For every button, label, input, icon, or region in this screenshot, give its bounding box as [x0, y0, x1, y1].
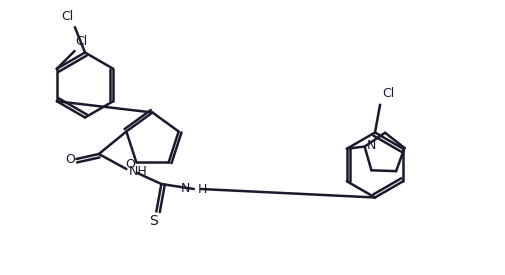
- Text: N: N: [367, 139, 377, 152]
- Text: H: H: [198, 183, 207, 196]
- Text: O: O: [66, 153, 75, 166]
- Text: S: S: [149, 213, 158, 227]
- Text: N: N: [180, 182, 190, 195]
- Text: NH: NH: [129, 165, 147, 178]
- Text: Cl: Cl: [62, 10, 74, 23]
- Text: Cl: Cl: [76, 35, 88, 48]
- Text: O: O: [125, 158, 135, 171]
- Text: Cl: Cl: [382, 87, 395, 100]
